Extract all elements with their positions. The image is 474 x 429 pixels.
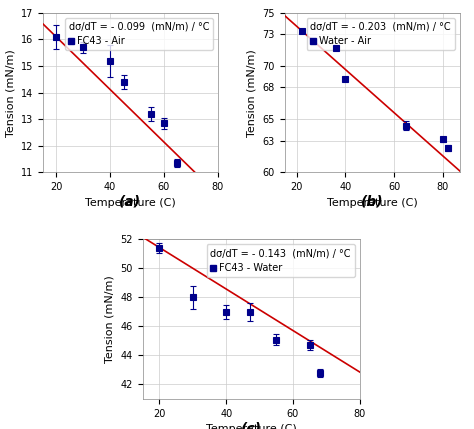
Text: (c): (c) xyxy=(241,421,262,429)
X-axis label: Temperature (C): Temperature (C) xyxy=(85,198,176,208)
Y-axis label: Tension (mN/m): Tension (mN/m) xyxy=(105,275,115,363)
X-axis label: Temperature (C): Temperature (C) xyxy=(206,424,297,429)
Legend: Water - Air: Water - Air xyxy=(307,18,455,50)
Legend: FC43 - Air: FC43 - Air xyxy=(65,18,213,50)
Text: (b): (b) xyxy=(361,195,383,209)
Y-axis label: Tension (mN/m): Tension (mN/m) xyxy=(247,49,257,136)
Y-axis label: Tension (mN/m): Tension (mN/m) xyxy=(5,49,15,136)
Legend: FC43 - Water: FC43 - Water xyxy=(207,244,355,277)
X-axis label: Temperature (C): Temperature (C) xyxy=(327,198,418,208)
Text: (a): (a) xyxy=(119,195,141,209)
